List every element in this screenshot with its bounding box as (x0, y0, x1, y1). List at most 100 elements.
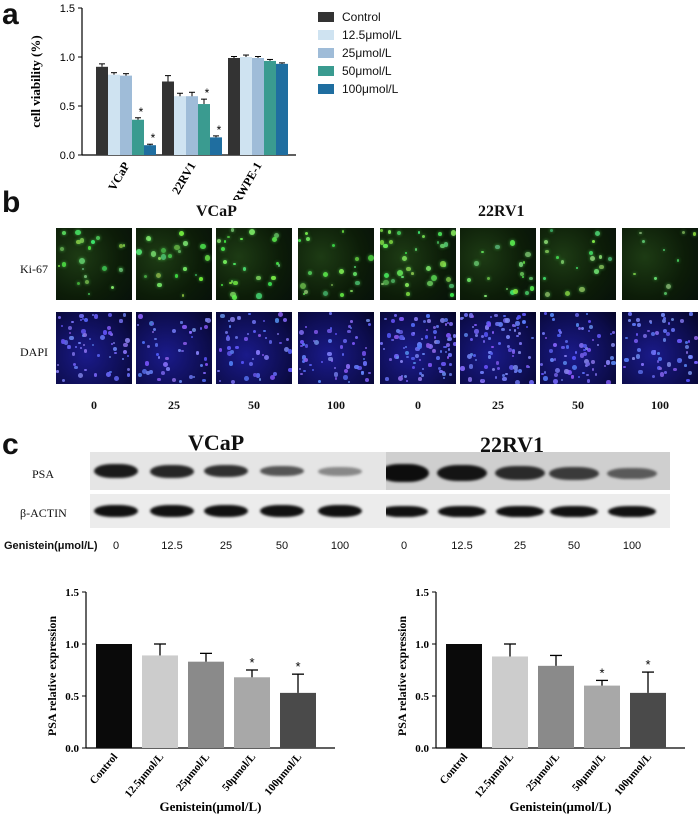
y-tick-label: 1.0 (65, 639, 79, 651)
nucleus-dot (334, 377, 338, 380)
nucleus-dot (468, 313, 474, 319)
nucleus-dot (661, 318, 667, 324)
nucleus-dot (220, 314, 225, 319)
nucleus-dot (448, 353, 452, 357)
cell-dot (681, 230, 685, 235)
nucleus-dot (248, 362, 253, 367)
nucleus-dot (79, 313, 84, 319)
nucleus-dot (503, 314, 506, 317)
ki67-micrograph (622, 228, 698, 300)
cell-dot (594, 269, 599, 274)
cell-dot (404, 251, 408, 255)
cell-dot (509, 290, 515, 296)
blot-band (607, 467, 657, 479)
bar (228, 57, 240, 156)
nucleus-dot (127, 368, 131, 372)
dapi-micrograph (540, 312, 616, 384)
cell-dot (167, 253, 172, 258)
nucleus-dot (680, 319, 685, 324)
nucleus-dot (605, 360, 611, 365)
nucleus-dot (512, 324, 515, 327)
nucleus-dot (491, 331, 494, 334)
nucleus-dot (572, 365, 578, 371)
nucleus-dot (577, 326, 582, 331)
nucleus-dot (439, 350, 442, 353)
cell-dot (589, 255, 596, 262)
nucleus-dot (405, 345, 408, 348)
cell-dot (484, 294, 487, 298)
nucleus-dot (612, 331, 616, 335)
nucleus-dot (138, 314, 143, 319)
nucleus-dot (512, 355, 515, 358)
nucleus-dot (518, 351, 522, 354)
cell-dot (425, 265, 431, 271)
nucleus-dot (654, 330, 659, 335)
cell-dot (118, 243, 124, 249)
category-label: 100μmol/L (262, 751, 304, 798)
nucleus-dot (515, 369, 519, 372)
nucleus-dot (490, 352, 493, 356)
nucleus-dot (497, 322, 503, 328)
nucleus-dot (93, 314, 99, 320)
blot-actin-22rv1 (386, 494, 670, 528)
nucleus-dot (425, 343, 431, 348)
nucleus-dot (666, 361, 672, 367)
nucleus-dot (399, 335, 404, 340)
nucleus-dot (144, 361, 150, 366)
dose-label: 50 (572, 398, 584, 412)
nucleus-dot (445, 333, 451, 338)
nucleus-dot (564, 354, 567, 358)
nucleus-dot (108, 355, 112, 359)
cell-dot (525, 251, 531, 258)
nucleus-dot (270, 375, 276, 381)
nucleus-dot (414, 317, 419, 322)
blot-band (550, 505, 598, 517)
dose-labels-b: 0 25 50 100 0 25 50 100 (0, 398, 700, 414)
cell-dot (543, 277, 547, 280)
nucleus-dot (587, 320, 591, 323)
category-label: 12.5μmol/L (473, 751, 517, 800)
nucleus-dot (549, 313, 554, 317)
dose-label: 25 (492, 398, 504, 412)
cell-dot (608, 256, 613, 261)
nucleus-dot (424, 335, 429, 339)
nucleus-dot (525, 326, 528, 329)
cell-dot (240, 237, 243, 240)
cell-dot (305, 231, 309, 235)
significance-star: * (249, 655, 254, 670)
nucleus-dot (509, 365, 515, 370)
nucleus-dot (257, 334, 261, 337)
nucleus-dot (125, 338, 130, 344)
nucleus-dot (79, 319, 83, 322)
nucleus-dot (571, 355, 576, 360)
nucleus-dot (447, 356, 450, 359)
nucleus-dot (574, 313, 579, 318)
nucleus-dot (687, 354, 693, 360)
cell-dot (521, 275, 525, 279)
dose-label: 100 (651, 398, 669, 412)
cell-dot (122, 244, 125, 247)
nucleus-dot (436, 339, 441, 345)
nucleus-dot (199, 327, 203, 330)
nucleus-dot (67, 345, 71, 349)
nucleus-dot (71, 352, 76, 357)
nucleus-dot (288, 367, 292, 373)
nucleus-dot (552, 343, 557, 348)
nucleus-dot (203, 372, 206, 375)
nucleus-dot (68, 325, 73, 330)
blot-psa-vcap (90, 452, 386, 490)
nucleus-dot (235, 345, 240, 350)
blot-band (204, 505, 248, 517)
nucleus-dot (444, 323, 448, 326)
nucleus-dot (467, 377, 473, 382)
nucleus-dot (635, 332, 639, 336)
nucleus-dot (594, 373, 598, 376)
nucleus-dot (385, 377, 389, 382)
nucleus-dot (339, 345, 344, 349)
nucleus-dot (88, 338, 91, 341)
cell-dot (421, 234, 426, 239)
nucleus-dot (411, 366, 415, 370)
cell-dot (198, 277, 203, 281)
nucleus-dot (142, 340, 146, 344)
bar (132, 119, 144, 155)
